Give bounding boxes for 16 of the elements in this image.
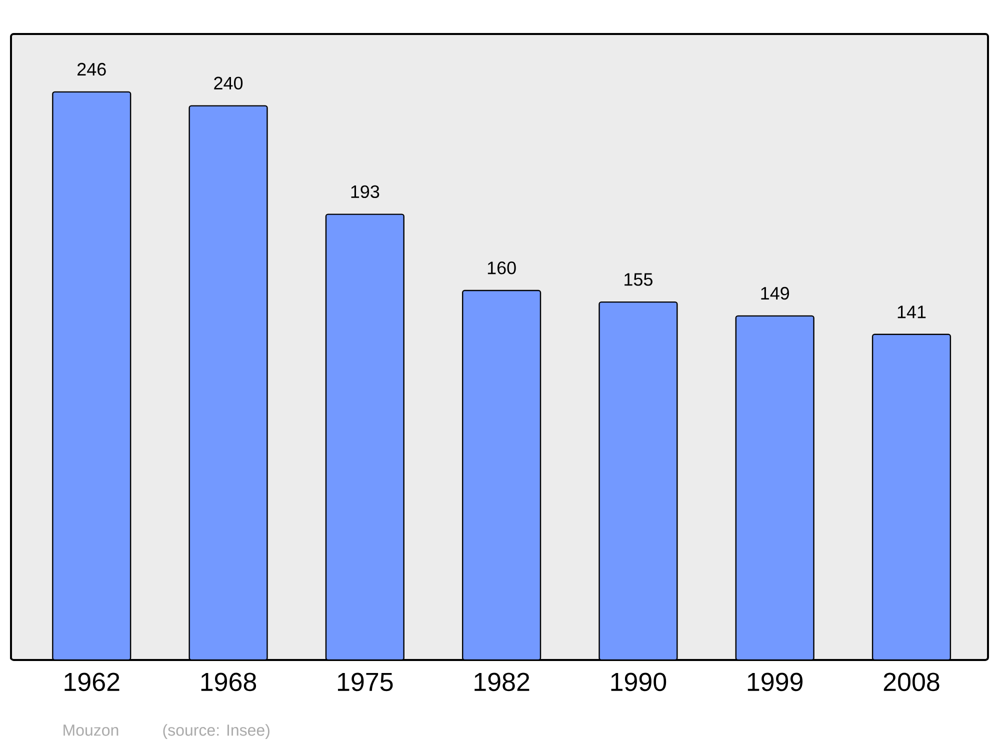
x-tick-label: 1962 [64, 672, 120, 692]
x-tick-label: 2008 [884, 672, 940, 692]
x-tick-label: 1982 [474, 672, 530, 692]
text: (source: Insee) [163, 724, 270, 739]
data-label: 246 [78, 62, 106, 76]
x-tick-label: 1999 [748, 672, 803, 692]
x-tick-label: 1990 [611, 672, 666, 692]
data-label: 193 [351, 185, 380, 198]
x-tick-label: 1975 [338, 672, 393, 692]
x-tick-label: 1968 [201, 672, 256, 692]
data-label: 149 [761, 286, 790, 300]
data-label: 240 [214, 76, 243, 90]
data-label: 141 [898, 306, 926, 318]
data-label: 155 [624, 273, 652, 286]
data-label: 160 [488, 262, 516, 274]
text: Mouzon [64, 724, 118, 736]
